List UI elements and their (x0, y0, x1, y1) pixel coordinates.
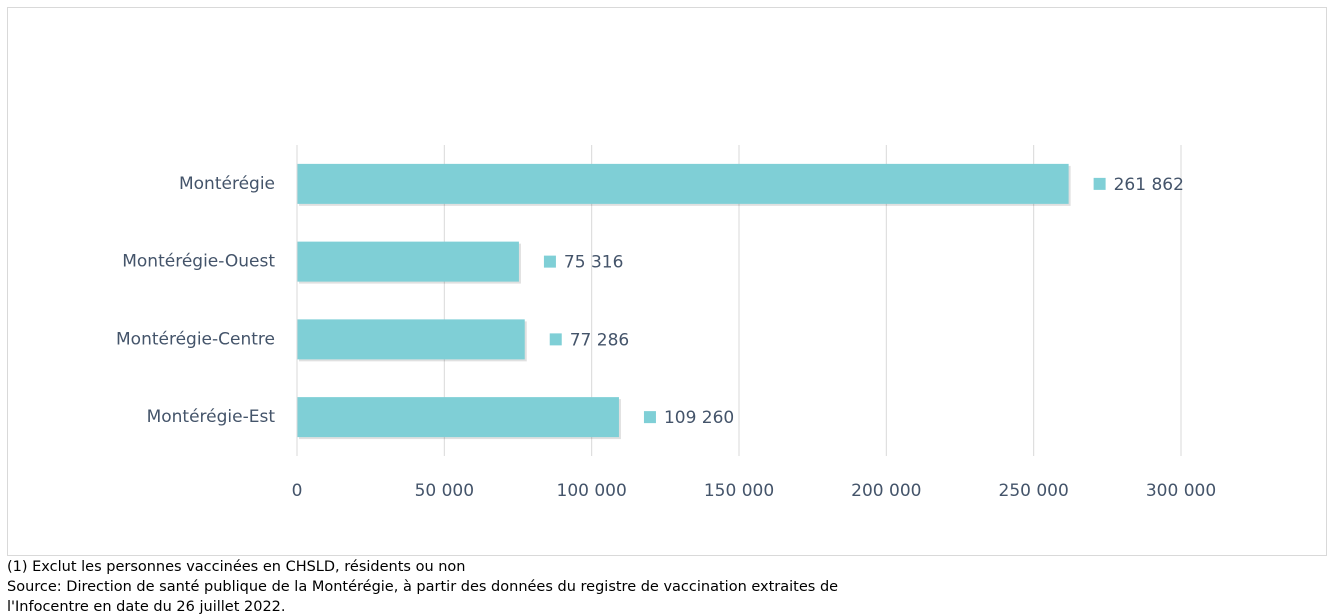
bar (297, 319, 525, 360)
y-tick-label: Montérégie-Ouest (122, 252, 275, 272)
value-label: 77 286 (570, 330, 629, 350)
x-tick-label: 300 000 (1146, 481, 1216, 501)
x-tick-label: 50 000 (415, 481, 474, 501)
footnote: Source: Direction de santé publique de l… (7, 579, 838, 595)
footnote: (1) Exclut les personnes vaccinées en CH… (7, 559, 466, 575)
x-tick-label: 200 000 (851, 481, 921, 501)
footnote: l'Infocentre en date du 26 juillet 2022. (7, 599, 286, 615)
value-label: 75 316 (564, 253, 623, 273)
x-tick-label: 0 (292, 481, 303, 501)
bar (297, 163, 1069, 204)
label-marker (543, 255, 556, 268)
label-marker (1093, 177, 1106, 190)
x-tick-label: 150 000 (704, 481, 774, 501)
chart-frame (7, 7, 1327, 556)
x-tick-label: 250 000 (999, 481, 1069, 501)
label-marker (549, 333, 562, 346)
y-tick-label: Montérégie-Centre (116, 329, 275, 349)
y-tick-label: Montérégie-Est (147, 407, 276, 427)
label-marker (643, 411, 656, 424)
x-tick-label: 100 000 (557, 481, 627, 501)
bar (297, 241, 519, 282)
y-tick-label: Montérégie (179, 174, 275, 194)
value-label: 261 862 (1114, 175, 1184, 195)
bar (297, 397, 619, 438)
value-label: 109 260 (664, 408, 734, 428)
